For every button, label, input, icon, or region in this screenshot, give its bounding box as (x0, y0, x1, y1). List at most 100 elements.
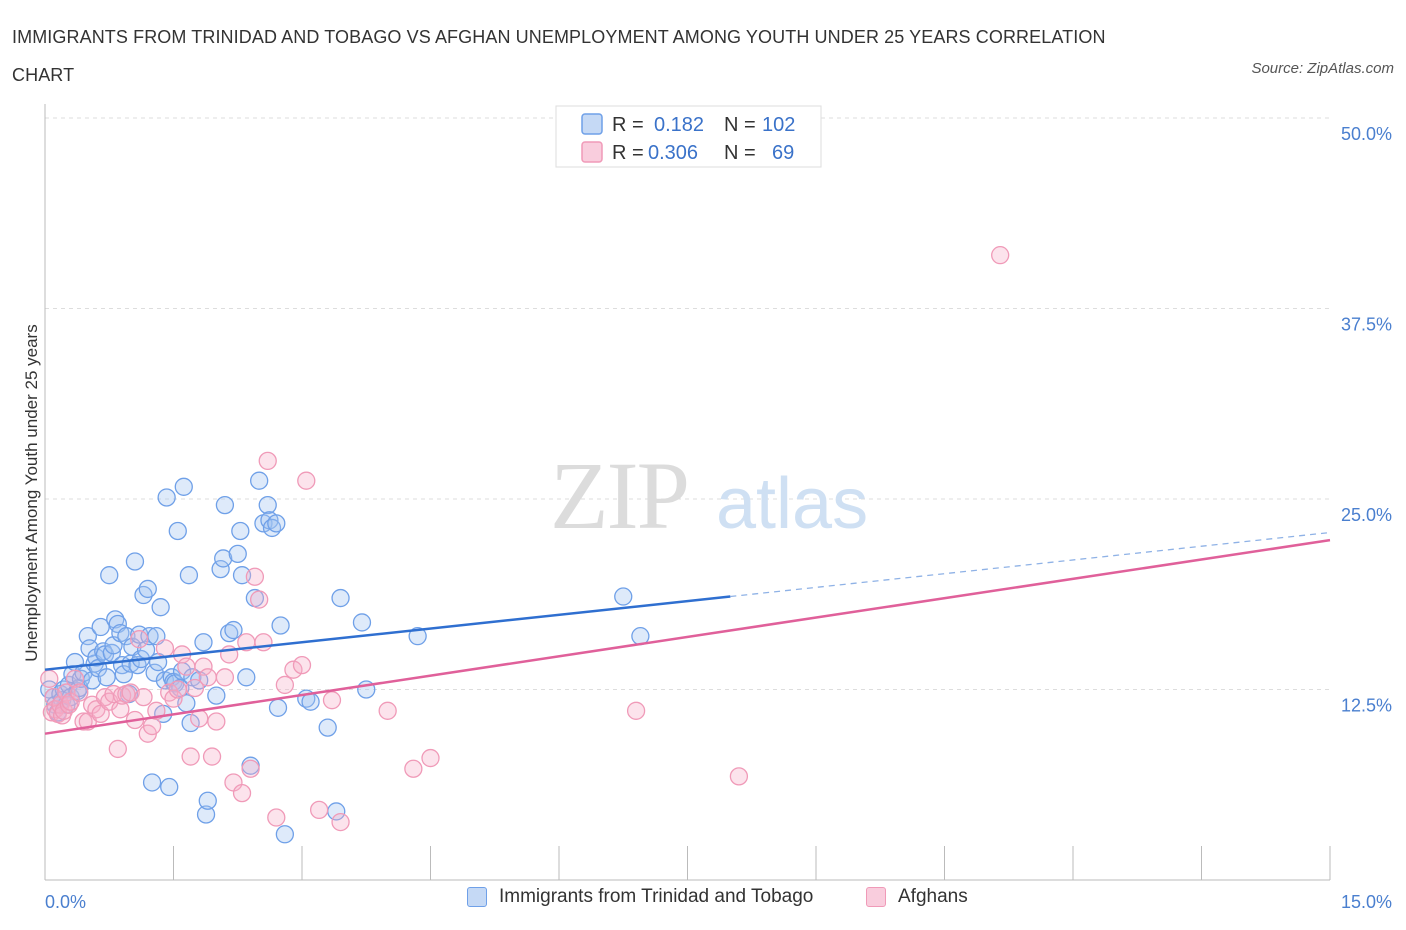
legend-n-value-1: 102 (762, 114, 795, 136)
point-trinidad-73 (215, 495, 235, 515)
point-afghans-11 (65, 669, 85, 688)
trendline-trinidad (44, 595, 731, 671)
point-trinidad-71 (211, 559, 230, 579)
axes (44, 104, 1331, 881)
trendline-afghans (44, 538, 1331, 735)
point-trinidad-87 (267, 514, 286, 533)
point-afghans-54 (258, 451, 277, 471)
point-afghans-34 (164, 689, 183, 708)
point-trinidad-61 (174, 477, 193, 496)
y-axis-label: Unemployment Among Youth under 25 years (22, 324, 41, 661)
x-tick-label-1: 15.0% (1341, 892, 1392, 912)
point-trinidad-53 (157, 488, 176, 507)
point-afghans-67 (729, 767, 749, 786)
legend-r-label-2: R = (612, 142, 644, 164)
point-trinidad-46 (142, 773, 162, 792)
point-afghans-64 (404, 759, 423, 778)
y-tick-label-3: 50.0% (1341, 124, 1392, 144)
legend-label-trinidad: Immigrants from Trinidad and Tobago (499, 886, 814, 907)
point-afghans-32 (155, 639, 175, 658)
point-afghans-61 (322, 691, 342, 710)
point-afghans-38 (181, 747, 200, 766)
point-trinidad-47 (145, 663, 164, 682)
x-tick-labels: 0.0% 15.0% (45, 892, 1392, 912)
x-tick-label-0: 0.0% (45, 892, 86, 912)
trend-lines (44, 531, 1331, 735)
point-afghans-43 (202, 747, 222, 766)
point-trinidad-44 (138, 579, 157, 599)
point-afghans-35 (168, 680, 187, 699)
y-tick-label-0: 12.5% (1341, 696, 1392, 716)
point-afghans-21 (108, 739, 127, 759)
point-afghans-27 (130, 630, 149, 649)
point-afghans-42 (198, 668, 217, 687)
point-trinidad-58 (168, 521, 187, 541)
y-tick-label-1: 25.0% (1341, 505, 1392, 525)
watermark-zip: ZIP (550, 442, 688, 549)
point-trinidad-33 (114, 665, 133, 684)
point-trinidad-88 (268, 698, 288, 717)
y-tick-labels: 12.5% 25.0% 37.5% 50.0% (1341, 124, 1392, 716)
point-trinidad-25 (97, 668, 116, 687)
point-trinidad-89 (271, 616, 290, 635)
point-afghans-30 (142, 716, 162, 736)
point-afghans-52 (250, 590, 269, 609)
point-afghans-58 (292, 655, 312, 675)
point-afghans-62 (331, 812, 350, 832)
point-afghans-0 (40, 669, 59, 688)
point-trinidad-38 (125, 552, 145, 571)
gridlines (45, 117, 1330, 690)
point-trinidad-98 (408, 627, 427, 646)
point-afghans-51 (245, 567, 265, 586)
point-trinidad-96 (352, 613, 372, 632)
point-trinidad-64 (181, 713, 200, 733)
point-trinidad-79 (237, 668, 256, 687)
legend-swatch-trinidad-bottom (467, 887, 487, 907)
point-afghans-60 (309, 800, 329, 820)
legend-n-label-1: N = (724, 114, 756, 136)
legend-item-afghans: Afghans (866, 886, 968, 908)
point-trinidad-63 (179, 566, 199, 585)
legend-swatch-trinidad (581, 113, 603, 135)
point-afghans-55 (267, 808, 286, 827)
point-afghans-57 (284, 660, 303, 679)
legend-swatch-afghans-bottom (866, 887, 886, 907)
series-afghans-points (40, 246, 1010, 832)
point-afghans-50 (241, 759, 260, 778)
point-trinidad-72 (214, 549, 233, 568)
point-afghans-13 (74, 712, 93, 731)
point-trinidad-69 (198, 791, 217, 810)
point-trinidad-26 (100, 566, 119, 585)
point-trinidad-84 (258, 495, 277, 515)
legend-swatch-afghans (581, 141, 603, 163)
point-afghans-44 (207, 712, 226, 731)
point-afghans-28 (134, 687, 153, 707)
point-afghans-56 (275, 675, 295, 695)
point-trinidad-93 (318, 718, 337, 737)
point-afghans-12 (70, 683, 89, 702)
point-trinidad-95 (331, 588, 350, 608)
point-trinidad-82 (250, 471, 269, 490)
point-trinidad-22 (91, 617, 110, 637)
point-afghans-45 (215, 668, 235, 687)
legend-item-trinidad: Immigrants from Trinidad and Tobago (467, 886, 813, 908)
legend-r-label-1: R = (612, 114, 644, 136)
series-legend: Immigrants from Trinidad and Tobago Afgh… (0, 886, 1406, 918)
point-afghans-59 (297, 471, 316, 490)
watermark-atlas: atlas (716, 464, 868, 544)
point-trinidad-45 (140, 627, 159, 646)
point-trinidad-70 (207, 686, 226, 705)
point-trinidad-76 (228, 544, 247, 564)
correlation-legend: R = 0.182 N = 102 R = 0.306 N = 69 (555, 105, 822, 168)
y-tick-label-2: 37.5% (1341, 315, 1392, 335)
point-afghans-37 (177, 657, 196, 676)
point-afghans-65 (421, 748, 440, 768)
point-trinidad-54 (160, 777, 179, 797)
point-afghans-41 (194, 657, 213, 676)
legend-n-value-2: 69 (772, 142, 794, 164)
point-trinidad-50 (151, 598, 170, 617)
point-afghans-63 (378, 701, 397, 720)
point-afghans-48 (232, 783, 252, 803)
trendline-trinidad-extension (730, 531, 1331, 598)
